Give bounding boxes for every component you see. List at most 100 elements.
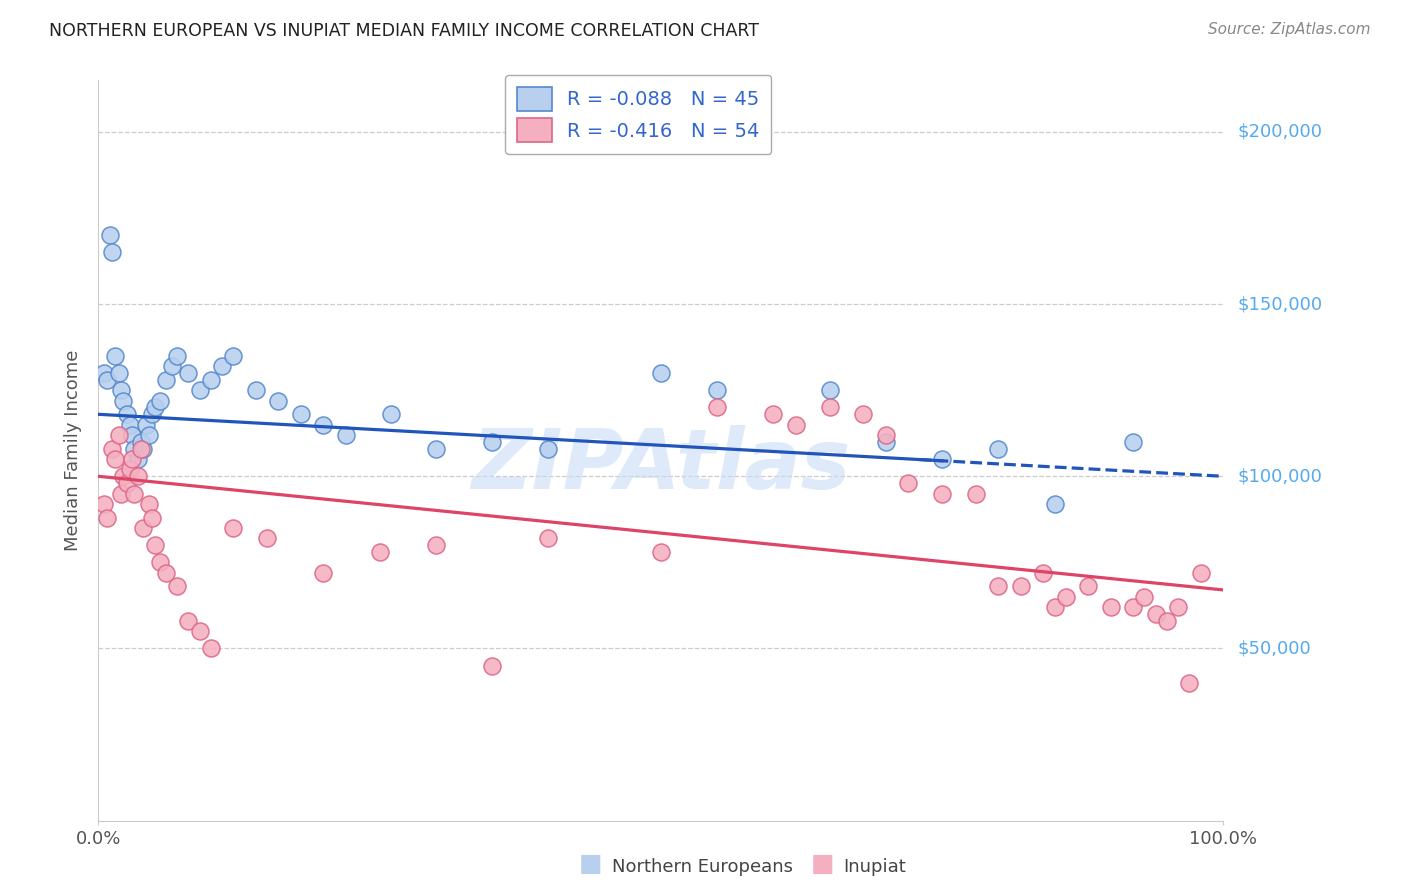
Point (785, 417, 807, 432)
Point (1043, 600, 1066, 615)
Point (818, 383, 841, 397)
Point (166, 349, 188, 363)
Point (875, 428, 897, 442)
Point (267, 393, 290, 408)
Point (200, 641, 222, 656)
Point (107, 428, 129, 442)
Point (104, 452, 127, 467)
Point (138, 428, 160, 442)
Point (1077, 579, 1099, 593)
Point (537, 442, 560, 456)
Point (127, 469, 149, 483)
Point (188, 383, 211, 397)
Point (1122, 600, 1144, 615)
Text: Inupiat: Inupiat (844, 858, 907, 876)
Point (818, 401, 841, 415)
Point (650, 545, 672, 559)
Legend: R = -0.088   N = 45, R = -0.416   N = 54: R = -0.088 N = 45, R = -0.416 N = 54 (505, 75, 772, 153)
Point (1144, 607, 1167, 621)
Point (1133, 590, 1156, 604)
Point (481, 658, 503, 673)
Point (1122, 434, 1144, 449)
Point (177, 366, 200, 380)
Point (141, 407, 163, 421)
Point (312, 566, 335, 580)
Point (706, 401, 728, 415)
Point (138, 497, 160, 511)
Point (222, 349, 245, 363)
Point (368, 545, 391, 559)
Point (143, 538, 166, 552)
Point (129, 442, 152, 456)
Point (98, 228, 121, 243)
Text: ZIPAtlas: ZIPAtlas (471, 425, 851, 506)
Point (121, 452, 143, 467)
Point (312, 417, 335, 432)
Point (160, 359, 183, 373)
Point (188, 624, 211, 639)
Point (931, 452, 953, 467)
Point (1178, 676, 1201, 690)
Point (96, 510, 118, 524)
Point (1010, 579, 1032, 593)
Point (481, 434, 503, 449)
Point (200, 373, 222, 387)
Text: $50,000: $50,000 (1237, 640, 1310, 657)
Point (104, 349, 127, 363)
Text: Source: ZipAtlas.com: Source: ZipAtlas.com (1208, 22, 1371, 37)
Point (987, 579, 1010, 593)
Point (537, 531, 560, 545)
Point (897, 476, 920, 491)
Point (124, 442, 146, 456)
Text: $150,000: $150,000 (1237, 295, 1322, 313)
Point (762, 407, 785, 421)
Point (141, 510, 163, 524)
Point (124, 486, 146, 500)
Point (118, 417, 141, 432)
Point (650, 366, 672, 380)
Point (112, 469, 135, 483)
Point (149, 393, 172, 408)
Text: $200,000: $200,000 (1237, 123, 1322, 141)
Point (155, 566, 177, 580)
Point (93, 497, 115, 511)
Point (211, 359, 233, 373)
Text: $100,000: $100,000 (1237, 467, 1322, 485)
Point (222, 521, 245, 535)
Point (177, 614, 200, 628)
Point (1054, 590, 1077, 604)
Point (965, 486, 987, 500)
Y-axis label: Median Family Income: Median Family Income (65, 350, 83, 551)
Text: Northern Europeans: Northern Europeans (612, 858, 793, 876)
Point (245, 383, 267, 397)
Point (129, 434, 152, 449)
Point (380, 407, 402, 421)
Point (256, 531, 278, 545)
Point (135, 417, 157, 432)
Point (115, 407, 138, 421)
Point (1099, 600, 1122, 615)
Point (706, 383, 728, 397)
Point (931, 486, 953, 500)
Point (166, 579, 188, 593)
Point (115, 476, 138, 491)
Point (875, 434, 897, 449)
Point (96, 373, 118, 387)
Point (132, 442, 155, 456)
Point (1156, 614, 1178, 628)
Text: NORTHERN EUROPEAN VS INUPIAT MEDIAN FAMILY INCOME CORRELATION CHART: NORTHERN EUROPEAN VS INUPIAT MEDIAN FAMI… (49, 22, 759, 40)
Point (1032, 566, 1054, 580)
Point (101, 245, 124, 260)
Point (335, 428, 357, 442)
Point (987, 442, 1010, 456)
Point (149, 555, 172, 569)
Point (127, 452, 149, 467)
Point (132, 521, 155, 535)
Point (425, 538, 447, 552)
Point (110, 486, 132, 500)
Point (290, 407, 312, 421)
Point (1043, 497, 1066, 511)
Point (1189, 566, 1212, 580)
Text: ■: ■ (579, 852, 602, 876)
Point (112, 393, 135, 408)
